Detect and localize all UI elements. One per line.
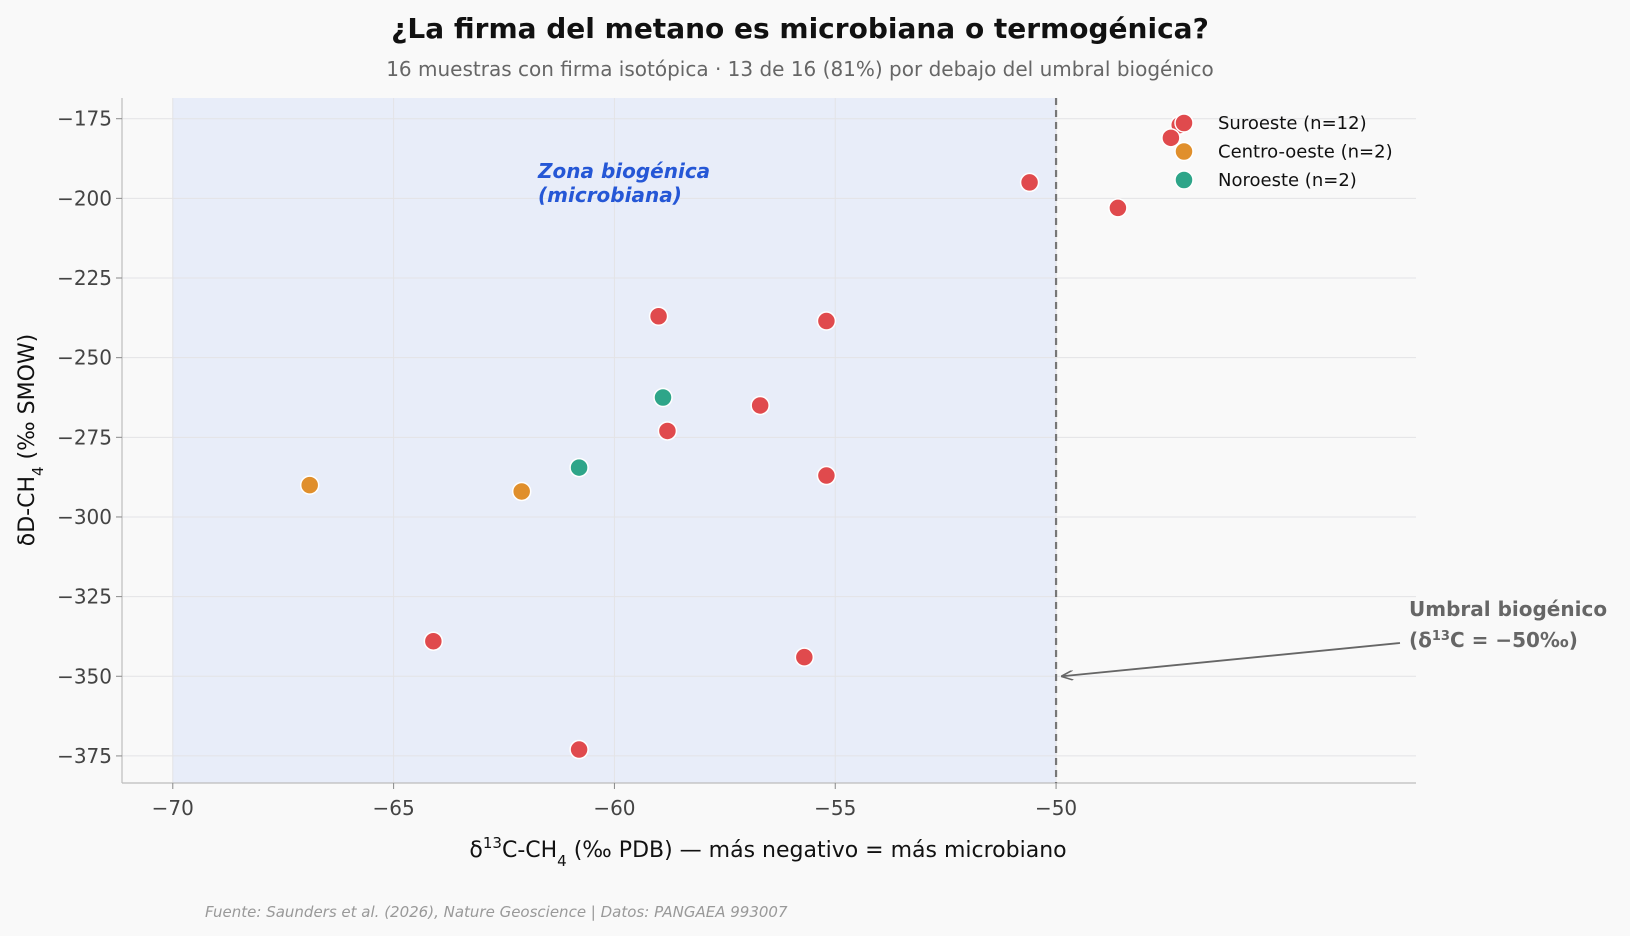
x-axis-label: δ13C-CH4 (‰ PDB) — más negativo = más mi… [469,834,1066,870]
data-point [657,421,678,441]
data-point [511,481,532,502]
data-point [299,475,320,495]
y-tick-label: −200 [57,186,112,210]
threshold-label: Umbral biogénico [1409,597,1607,621]
y-tick-label: −275 [57,425,112,449]
axes [121,98,1416,784]
data-point [1161,128,1181,148]
data-point [1019,172,1040,193]
legend-label: Noroeste (n=2) [1218,170,1357,191]
data-point [648,306,669,326]
data-point [569,739,589,760]
legend-marker [1174,170,1194,190]
data-point [750,395,770,416]
chart-title: ¿La firma del metano es microbiana o ter… [391,12,1209,45]
biogenic-zone-label: Zona biogénica (microbiana) [537,159,710,207]
y-tick-label: −175 [57,107,112,131]
y-tick-label: −325 [57,585,112,609]
threshold-arrow [1062,642,1401,676]
x-tick-label: −65 [372,796,414,820]
y-tick-label: −250 [57,346,112,370]
x-tick-label: −70 [152,796,194,820]
legend-label: Centro-oeste (n=2) [1218,142,1393,163]
legend: Suroeste (n=12) Centro-oeste (n=2) Noroest… [1174,113,1393,191]
y-tick-label: −300 [57,505,112,529]
y-tick-label: −375 [57,744,112,768]
legend-marker [1174,141,1194,162]
data-point [1108,198,1128,218]
y-axis-ticks: −175 −200 −225 −250 −275 −300 −325 −350 −375 [57,107,122,768]
x-tick-label: −50 [1035,796,1077,820]
annotations: Zona biogénica (microbiana) Umbral biogéni… [537,159,1607,676]
source-note: Fuente: Saunders et al. (2026), Nature G… [205,903,788,921]
data-point [816,465,837,486]
legend-marker [1174,113,1194,133]
y-axis-label: δD-CH4 (‰ SMOW) [15,334,47,546]
x-tick-label: −55 [814,796,856,820]
data-point [816,311,837,331]
data-point [569,457,589,478]
y-tick-label: −350 [57,664,112,688]
legend-label: Suroeste (n=12) [1218,113,1367,134]
y-tick-label: −225 [57,266,112,290]
x-tick-label: −60 [593,796,635,820]
threshold-label-value: (δ13C = −50‰) [1409,628,1578,652]
data-point [423,631,444,651]
x-axis-ticks: −70 −65 −60 −55 −50 [152,783,1077,820]
chart-subtitle: 16 muestras con firma isotópica · 13 de … [386,57,1214,81]
data-point [653,387,673,408]
data-point [794,647,815,667]
